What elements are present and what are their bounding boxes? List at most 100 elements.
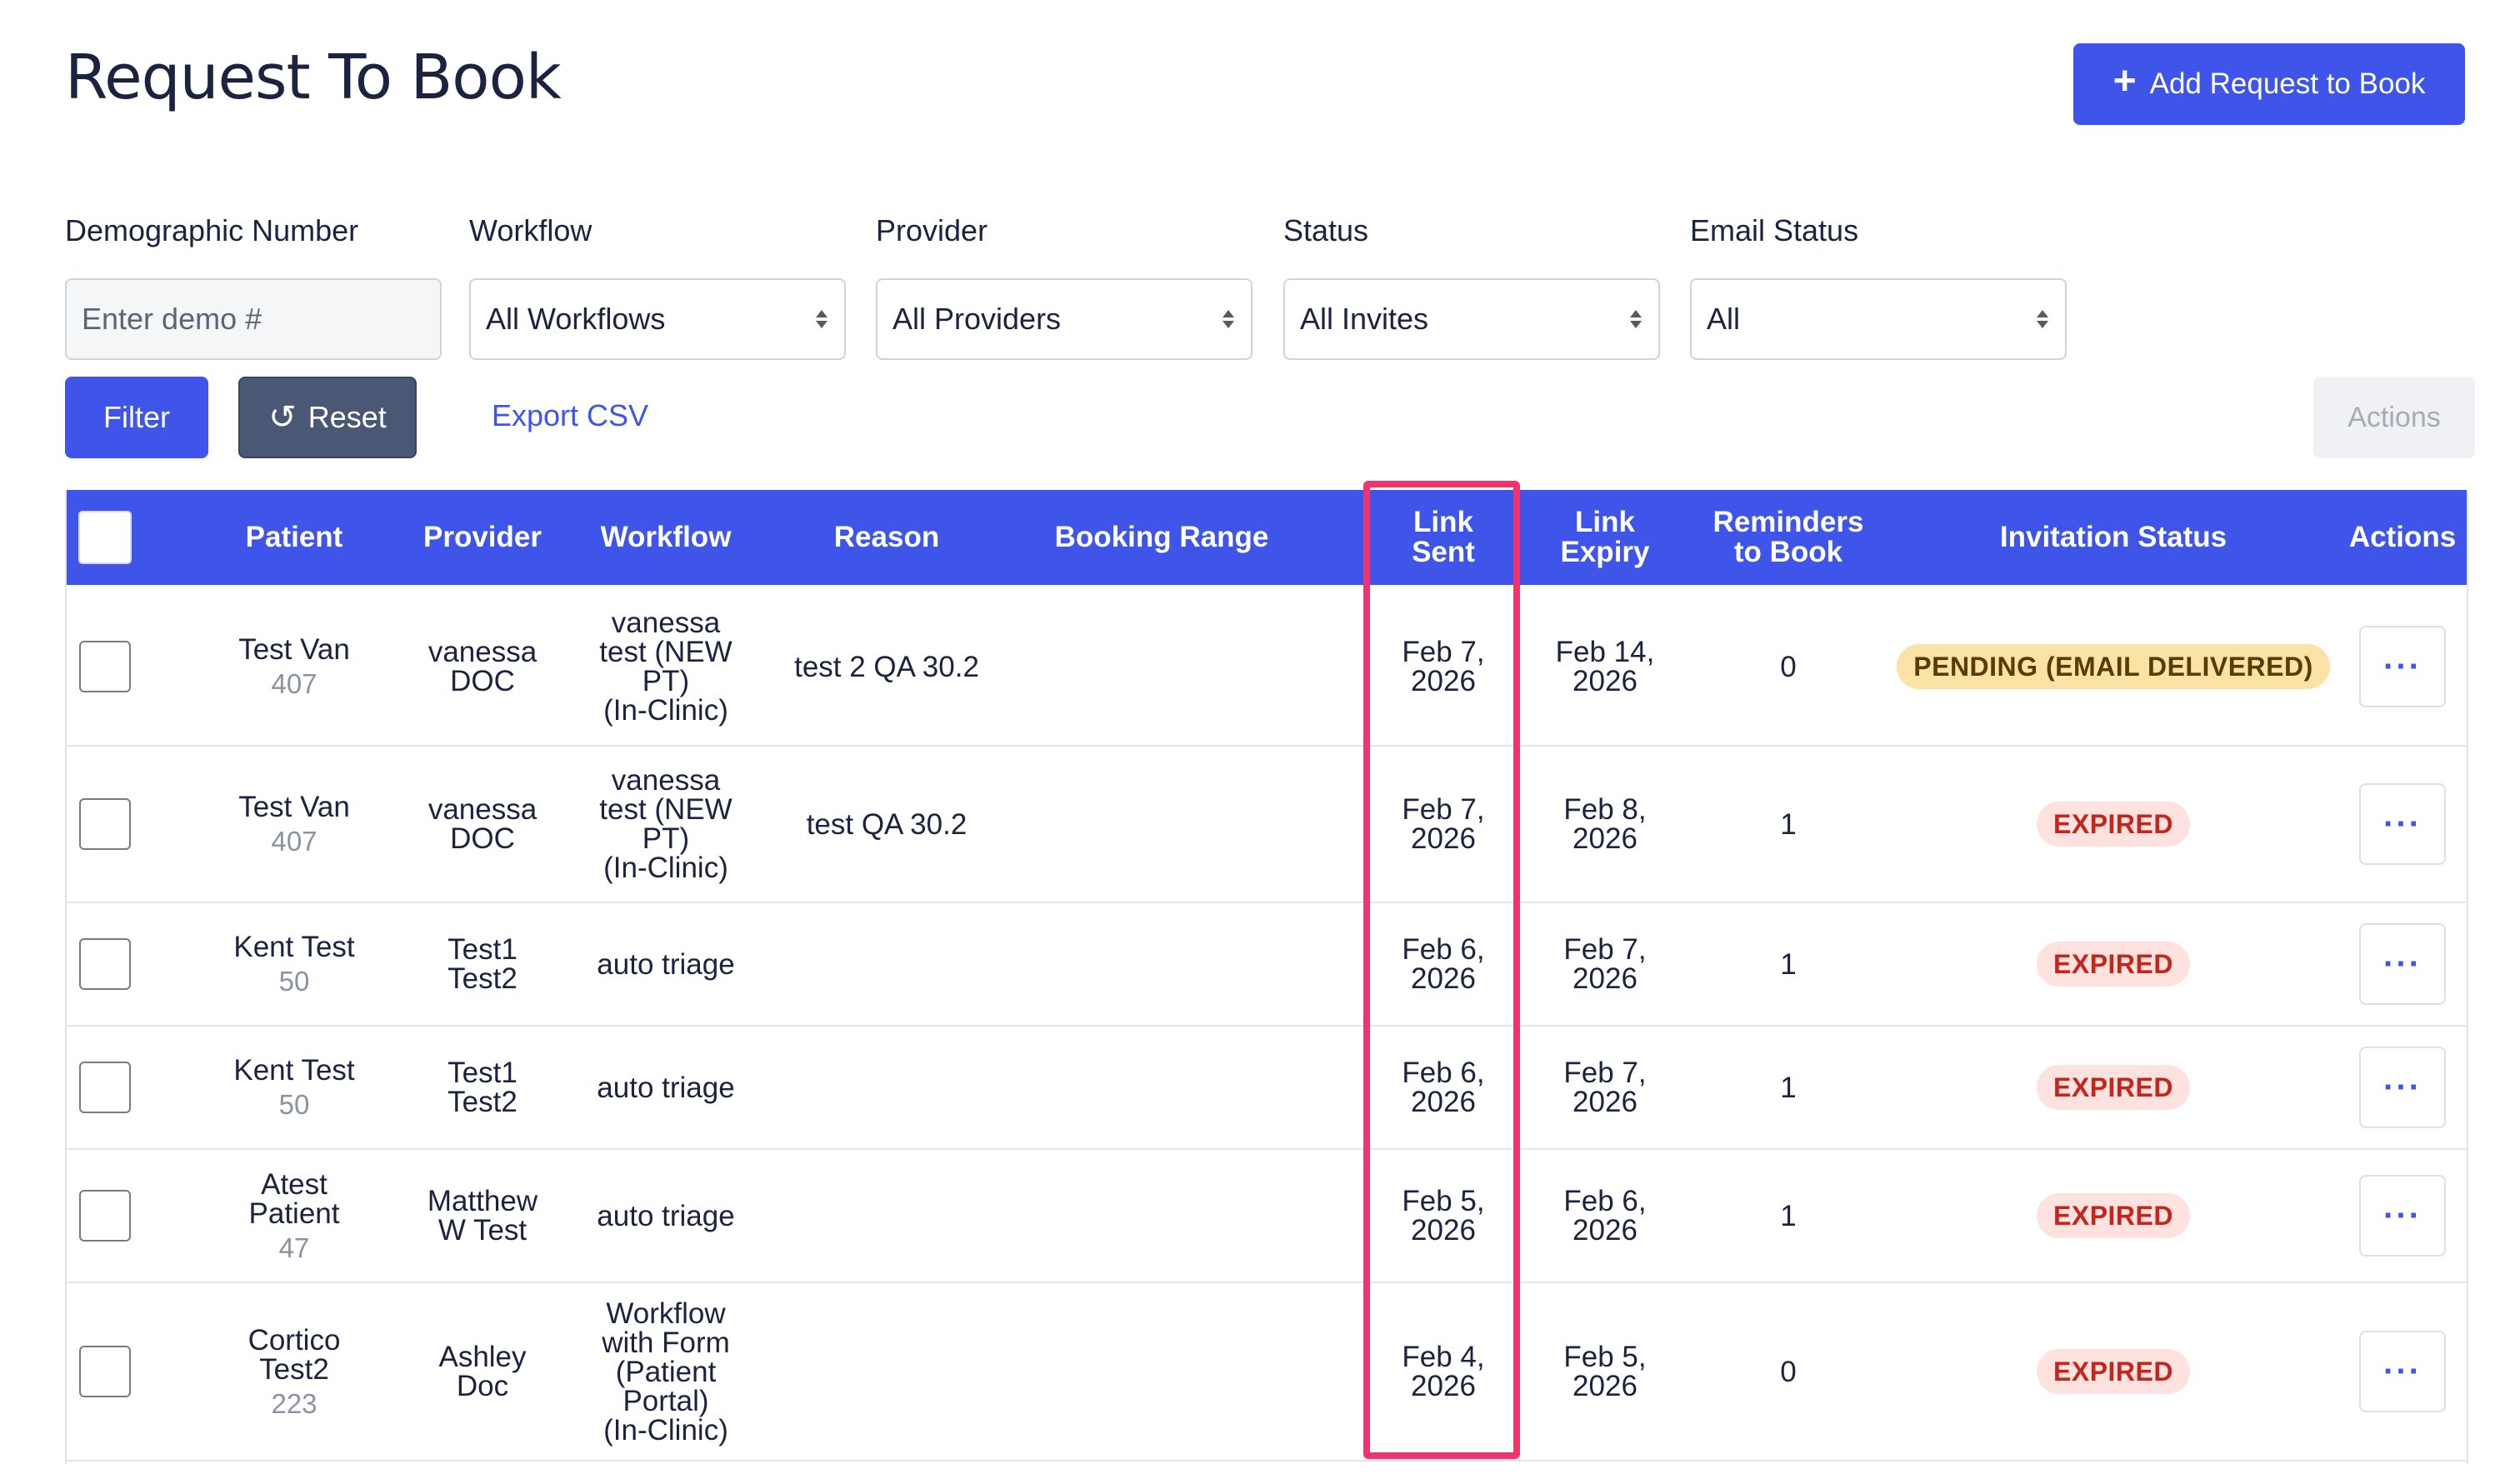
link-sent-cell: Feb 5, 2026 <box>1365 1150 1522 1282</box>
provider-select-value: All Providers <box>892 302 1062 336</box>
row-select-cell <box>67 588 143 745</box>
ellipsis-icon: ··· <box>2383 805 2422 842</box>
table-row[interactable]: Kent Test 50 Test1 Test2 auto triage Feb 6, … <box>67 1027 2467 1150</box>
rotate-ccw-icon: ↺ <box>268 399 297 436</box>
demographic-input[interactable]: Enter demo # <box>65 278 442 360</box>
add-request-label: Add Request to Book <box>2149 67 2426 100</box>
workflow-cell: auto triage <box>578 1150 753 1282</box>
table-row[interactable]: Test Van 407 vanessa DOC vanessa test (NEW … <box>67 747 2467 903</box>
filter-button[interactable]: Filter <box>65 377 208 458</box>
provider-name: vanessa DOC <box>428 793 538 855</box>
link-expiry-cell: Feb 7, 2026 <box>1522 903 1688 1025</box>
invitation-status-cell: EXPIRED <box>1888 1150 2338 1282</box>
header-invitation-status[interactable]: Invitation Status <box>1999 521 2228 553</box>
link-sent-date: Feb 6, 2026 <box>1402 933 1485 995</box>
row-actions-cell: ··· <box>2338 903 2467 1025</box>
status-select[interactable]: All Invites <box>1283 278 1660 360</box>
status-badge: EXPIRED <box>2037 1193 2190 1238</box>
header-link-expiry[interactable]: Link Expiry <box>1560 506 1650 568</box>
row-actions-button[interactable]: ··· <box>2359 626 2446 707</box>
patient-cell[interactable]: Test Van 407 <box>202 588 387 745</box>
reminders-cell: 0 <box>1688 588 1888 745</box>
patient-cell[interactable]: Cortico Test2 223 <box>202 1283 387 1460</box>
invitation-status-cell: PENDING (EMAIL DELIVERED) <box>1888 588 2338 745</box>
header-workflow[interactable]: Workflow <box>600 521 732 553</box>
provider-name: Matthew W Test <box>427 1185 538 1247</box>
row-checkbox[interactable] <box>79 1190 131 1242</box>
row-checkbox[interactable] <box>79 641 131 692</box>
reminders-count: 0 <box>1780 1355 1797 1388</box>
patient-cell[interactable]: Kent Test 50 <box>202 903 387 1025</box>
reason-text: test 2 QA 30.2 <box>794 650 979 683</box>
plus-icon: + <box>2112 59 2137 103</box>
link-expiry-date: Feb 5, 2026 <box>1563 1341 1647 1402</box>
booking-range-cell <box>1020 1150 1303 1282</box>
select-all-checkbox[interactable] <box>78 511 132 564</box>
patient-cell[interactable]: Atest Patient 47 <box>202 1150 387 1282</box>
status-badge: EXPIRED <box>2037 1349 2190 1394</box>
bulk-actions-button[interactable]: Actions <box>2313 377 2475 458</box>
provider-select[interactable]: All Providers <box>876 278 1252 360</box>
provider-name: Test1 Test2 <box>448 1057 518 1118</box>
table-row[interactable]: Kent Test 50 Test1 Test2 auto triage Feb 6, … <box>67 903 2467 1027</box>
export-csv-link[interactable]: Export CSV <box>492 398 649 432</box>
workflow-name: auto triage <box>597 1199 735 1232</box>
link-expiry-date: Feb 7, 2026 <box>1563 1057 1647 1118</box>
email-status-select[interactable]: All <box>1690 278 2067 360</box>
link-sent-date: Feb 4, 2026 <box>1402 1341 1485 1402</box>
patient-demo-number: 50 <box>278 966 310 997</box>
row-checkbox[interactable] <box>79 1062 131 1113</box>
header-reminders[interactable]: Reminders to Book <box>1712 506 1864 568</box>
row-actions-button[interactable]: ··· <box>2359 1331 2446 1412</box>
patient-cell[interactable]: Test Van 407 <box>202 747 387 902</box>
row-actions-button[interactable]: ··· <box>2359 1175 2446 1257</box>
workflow-name: vanessa test (NEW PT) (In-Clinic) <box>599 607 732 727</box>
reminders-count: 1 <box>1780 947 1797 981</box>
header-provider[interactable]: Provider <box>423 521 542 553</box>
provider-cell: Matthew W Test <box>387 1150 578 1282</box>
status-badge: EXPIRED <box>2037 802 2190 847</box>
workflow-cell: auto triage <box>578 903 753 1025</box>
demographic-placeholder: Enter demo # <box>82 302 262 336</box>
patient-name: Cortico Test2 <box>248 1323 341 1386</box>
row-actions-button[interactable]: ··· <box>2359 1047 2446 1128</box>
reset-label: Reset <box>308 400 387 434</box>
header-link-sent[interactable]: Link Sent <box>1412 506 1475 568</box>
reminders-cell: 0 <box>1688 1283 1888 1460</box>
workflow-cell: vanessa test (NEW PT) (In-Clinic) <box>578 588 753 745</box>
table-row[interactable]: Cortico Test2 223 Ashley Doc Workflow with … <box>67 1283 2467 1462</box>
header-reason[interactable]: Reason <box>833 521 940 553</box>
add-request-button[interactable]: + Add Request to Book <box>2073 43 2465 125</box>
provider-cell: vanessa DOC <box>387 747 578 902</box>
row-checkbox[interactable] <box>79 938 131 990</box>
row-actions-button[interactable]: ··· <box>2359 783 2446 865</box>
header-patient[interactable]: Patient <box>245 521 343 553</box>
row-actions-button[interactable]: ··· <box>2359 923 2446 1005</box>
table-row[interactable]: Atest Patient 47 Matthew W Test auto triage… <box>67 1150 2467 1283</box>
row-select-cell <box>67 1150 143 1282</box>
reason-cell <box>753 1150 1020 1282</box>
reset-button[interactable]: ↺ Reset <box>238 377 417 458</box>
requests-table: Patient Provider Workflow Reason Booking… <box>65 490 2468 1464</box>
patient-cell[interactable]: Kent Test 50 <box>202 1027 387 1148</box>
header-booking-range[interactable]: Booking Range <box>1054 521 1269 553</box>
workflow-name: Workflow with Form (Patient Portal) (In-… <box>602 1297 730 1447</box>
patient-name: Kent Test <box>233 931 355 963</box>
row-checkbox[interactable] <box>79 798 131 850</box>
patient-demo-number: 223 <box>271 1387 318 1419</box>
reminders-cell: 1 <box>1688 1150 1888 1282</box>
table-header: Patient Provider Workflow Reason Booking… <box>67 490 2467 585</box>
sort-arrows-icon <box>2035 310 2050 328</box>
reminders-cell: 1 <box>1688 903 1888 1025</box>
workflow-select[interactable]: All Workflows <box>469 278 846 360</box>
invitation-status-cell: EXPIRED <box>1888 747 2338 902</box>
invitation-status-cell: EXPIRED <box>1888 1283 2338 1460</box>
row-checkbox[interactable] <box>79 1346 131 1397</box>
table-row[interactable]: Test Van 407 vanessa DOC vanessa test (NEW … <box>67 588 2467 747</box>
link-sent-date: Feb 6, 2026 <box>1402 1057 1485 1118</box>
provider-cell: Ashley Doc <box>387 1283 578 1460</box>
sort-arrows-icon <box>1221 310 1236 328</box>
provider-cell: Test1 Test2 <box>387 903 578 1025</box>
workflow-cell: auto triage <box>578 1027 753 1148</box>
